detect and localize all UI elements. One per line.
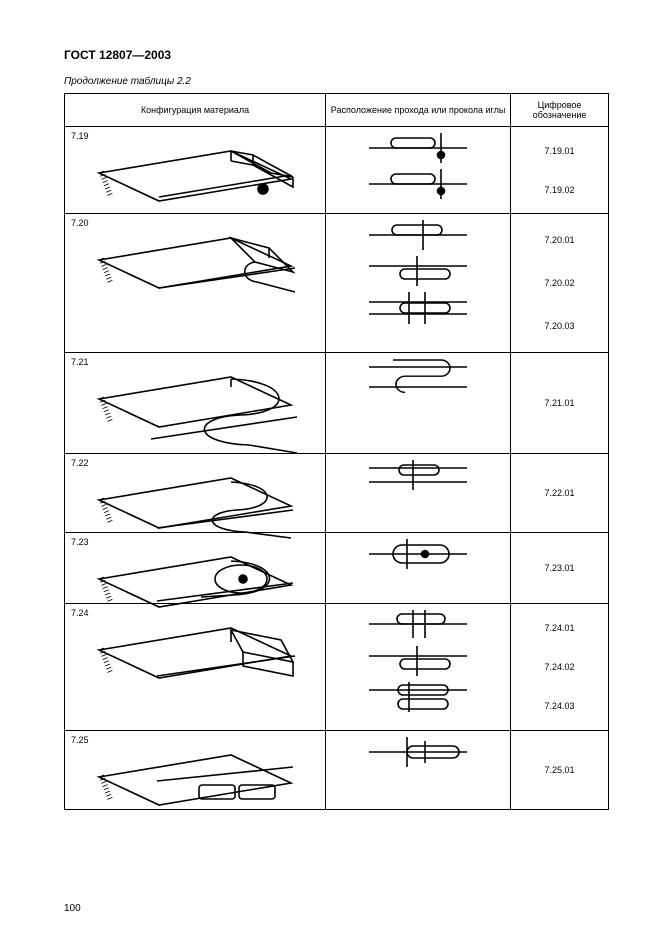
table-body: 7.19 7.19.017.19.027.20 7.20.017.20.027.… (65, 127, 609, 810)
config-cell: 7.19 (65, 127, 326, 214)
config-diagram (71, 367, 321, 447)
config-diagram (71, 228, 321, 346)
pass-cell (326, 731, 511, 810)
pass-symbol (363, 644, 473, 680)
pass-cell (326, 127, 511, 214)
code-value: 7.24.03 (515, 695, 604, 717)
code-cell: 7.24.01 7.24.02 7.24.03 (511, 604, 609, 731)
standard-id: ГОСТ 12807—2003 (64, 48, 609, 62)
pass-symbol (363, 290, 473, 330)
row-number: 7.21 (71, 357, 321, 367)
code-value: 7.21.01 (515, 392, 604, 414)
code-value: 7.20.01 (515, 229, 604, 251)
config-cell: 7.22 (65, 454, 326, 533)
code-value: 7.25.01 (515, 759, 604, 781)
row-number: 7.23 (71, 537, 321, 547)
pass-symbol (363, 735, 473, 771)
table-continuation: Продолжение таблицы 2.2 (64, 76, 609, 87)
table-row: 7.21 7.21.01 (65, 353, 609, 454)
config-cell: 7.25 (65, 731, 326, 810)
pass-symbol (363, 680, 473, 716)
config-diagram (71, 141, 321, 207)
col-header-config: Конфигурация материала (65, 94, 326, 127)
pass-cell (326, 454, 511, 533)
row-number: 7.19 (71, 131, 321, 141)
page-number: 100 (64, 903, 81, 914)
table-row: 7.20 7.20.01 7.20.02 7.20.03 (65, 214, 609, 353)
pass-cell (326, 353, 511, 454)
code-cell: 7.22.01 (511, 454, 609, 533)
main-table: Конфигурация материала Расположение прох… (64, 93, 609, 810)
code-value: 7.20.02 (515, 272, 604, 294)
row-number: 7.25 (71, 735, 321, 745)
code-cell: 7.20.01 7.20.02 7.20.03 (511, 214, 609, 353)
code-value: 7.19.01 (515, 140, 604, 162)
code-value: 7.20.03 (515, 315, 604, 337)
pass-symbol (363, 608, 473, 644)
code-cell: 7.25.01 (511, 731, 609, 810)
config-diagram (71, 618, 321, 724)
col-header-pass: Расположение прохода или прокола иглы (326, 94, 511, 127)
pass-symbol (363, 167, 473, 203)
col-header-code: Цифровое обозначение (511, 94, 609, 127)
code-cell: 7.23.01 (511, 533, 609, 604)
pass-symbol (363, 357, 473, 399)
pass-symbol (363, 537, 473, 573)
config-diagram (71, 745, 321, 803)
config-cell: 7.21 (65, 353, 326, 454)
pass-cell (326, 604, 511, 731)
code-value: 7.24.02 (515, 656, 604, 678)
pass-cell (326, 214, 511, 353)
table-row: 7.19 7.19.01 7.19.02 (65, 127, 609, 214)
table-row: 7.24 7.24.01 7.24.02 7.24.03 (65, 604, 609, 731)
table-row: 7.25 7.25.01 (65, 731, 609, 810)
code-value: 7.19.02 (515, 179, 604, 201)
pass-symbol (363, 458, 473, 494)
config-cell: 7.24 (65, 604, 326, 731)
pass-symbol (363, 131, 473, 167)
code-value: 7.24.01 (515, 617, 604, 639)
table-row: 7.22 7.22.01 (65, 454, 609, 533)
config-diagram (71, 468, 321, 526)
pass-symbol (363, 218, 473, 254)
row-number: 7.22 (71, 458, 321, 468)
row-number: 7.24 (71, 608, 321, 618)
row-number: 7.20 (71, 218, 321, 228)
config-cell: 7.20 (65, 214, 326, 353)
config-diagram (71, 547, 321, 597)
code-value: 7.22.01 (515, 482, 604, 504)
page: ГОСТ 12807—2003 Продолжение таблицы 2.2 … (0, 0, 661, 936)
code-value: 7.23.01 (515, 557, 604, 579)
pass-symbol (363, 254, 473, 290)
config-cell: 7.23 (65, 533, 326, 604)
code-cell: 7.19.01 7.19.02 (511, 127, 609, 214)
code-cell: 7.21.01 (511, 353, 609, 454)
pass-cell (326, 533, 511, 604)
table-row: 7.23 7.23.01 (65, 533, 609, 604)
